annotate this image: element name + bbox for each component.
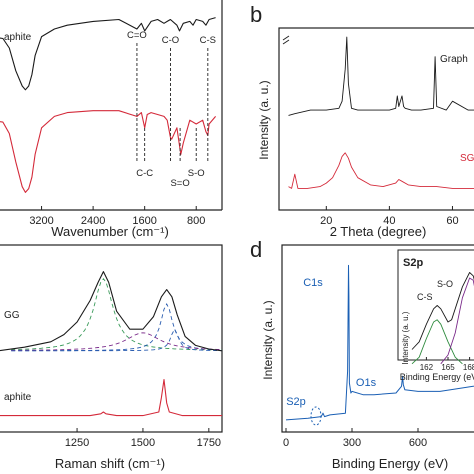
- ftir-x-tick-label-2: 1600: [132, 215, 156, 227]
- panel-b-graphite-label: Graph: [440, 54, 468, 65]
- ftir-x-tick-label-1: 2400: [81, 215, 105, 227]
- xps-x-tick-label-1: 300: [343, 437, 361, 449]
- ftir-x-tick-label-3: 800: [187, 215, 205, 227]
- panel-d-xps: d 0300600900 C1s O1s S2p Intensity (a. u…: [250, 237, 474, 471]
- panel-d-y-label: Intensity (a. u.): [261, 300, 275, 379]
- inset-series-0: [411, 272, 474, 350]
- xps-x-tick-label-2: 600: [409, 437, 427, 449]
- panel-d-letter: d: [250, 237, 262, 262]
- panel-a-x-label: Wavenumber (cm⁻¹): [51, 224, 169, 239]
- raman-fit-2: [11, 332, 223, 351]
- s2p-inset: 162 165 168 C-S S-O S2p Intensity (a. u.) Bi…: [397, 249, 474, 382]
- panel-b-x-label: 2 Theta (degree): [330, 224, 427, 239]
- raman-fit-0: [11, 278, 222, 351]
- inset-y-label: Intensity (a. u.): [401, 311, 410, 364]
- inset-title: S2p: [403, 257, 423, 269]
- panel-b-y-label: Intensity (a. u.): [257, 80, 271, 159]
- o1s-peak-label: O1s: [356, 377, 377, 389]
- raman-series-0: [0, 271, 223, 352]
- panel-d-frame: [281, 244, 474, 433]
- panel-d-x-label: Binding Energy (eV): [332, 456, 448, 471]
- xrd-series-0: [288, 36, 474, 116]
- panel-c-graphite-label: aphite: [4, 392, 32, 403]
- s2p-highlight-ellipse: [310, 406, 322, 426]
- ftir-x-tick-label-0: 3200: [29, 215, 53, 227]
- raman-x-tick-label-0: 1250: [65, 437, 89, 449]
- panel-b-xrd: b 20 40 60 Intensity (a. u.) 2 Theta (degr…: [250, 2, 474, 239]
- xrd-x-tick-label-2: 60: [446, 215, 458, 227]
- raman-x-tick-label-2: 1750: [197, 437, 221, 449]
- panel-c-frame: [0, 244, 223, 433]
- xps-x-tick-label-0: 0: [283, 437, 289, 449]
- inset-cs-label: C-S: [417, 292, 433, 302]
- c1s-peak-label: C1s: [303, 277, 323, 289]
- ftir-series-0: [0, 17, 216, 91]
- inset-x-tick-label-0: 162: [420, 363, 434, 372]
- panel-c-x-label: Raman shift (cm⁻¹): [55, 456, 165, 471]
- xrd-x-tick-label-0: 20: [320, 215, 332, 227]
- xrd-series-1: [288, 152, 474, 189]
- inset-series-2: [440, 277, 474, 365]
- ftir-band-label-5: S-O: [188, 168, 205, 179]
- panel-a-ftir: 3200 2400 1600 800 C=O C-C C-O S=O C-S S-O aphit…: [0, 0, 223, 239]
- s2p-peak-label: S2p: [286, 396, 306, 408]
- xrd-x-tick-label-1: 40: [383, 215, 395, 227]
- inset-series-1: [411, 319, 463, 365]
- panel-b-sgg-label: SG: [460, 153, 474, 164]
- inset-so-label: S-O: [437, 279, 453, 289]
- ftir-band-label-4: C-S: [200, 35, 216, 46]
- panel-b-frame: [278, 27, 474, 211]
- inset-x-label: Binding Energy (eV): [400, 372, 474, 382]
- ftir-band-label-0: C=O: [127, 30, 147, 41]
- panel-c-sgg-label: GG: [4, 310, 20, 321]
- xrd-axis-break: [282, 35, 290, 45]
- ftir-band-label-2: C-O: [162, 35, 179, 46]
- ftir-band-label-3: S=O: [170, 178, 189, 189]
- panel-a-graphite-label: aphite: [4, 32, 32, 43]
- panel-c-raman: 1250 1500 1750 GG aphite Raman shift (cm⁻¹…: [0, 244, 223, 471]
- inset-x-tick-label-2: 168: [463, 363, 474, 372]
- ftir-band-label-1: C-C: [136, 168, 153, 179]
- raman-fit-3: [11, 328, 222, 352]
- xps-series-0: [285, 264, 474, 421]
- panel-b-letter: b: [250, 2, 262, 27]
- raman-x-tick-label-1: 1500: [131, 437, 155, 449]
- raman-series-1: [0, 379, 222, 417]
- ftir-series-1: [0, 110, 217, 193]
- inset-x-tick-label-1: 165: [441, 363, 455, 372]
